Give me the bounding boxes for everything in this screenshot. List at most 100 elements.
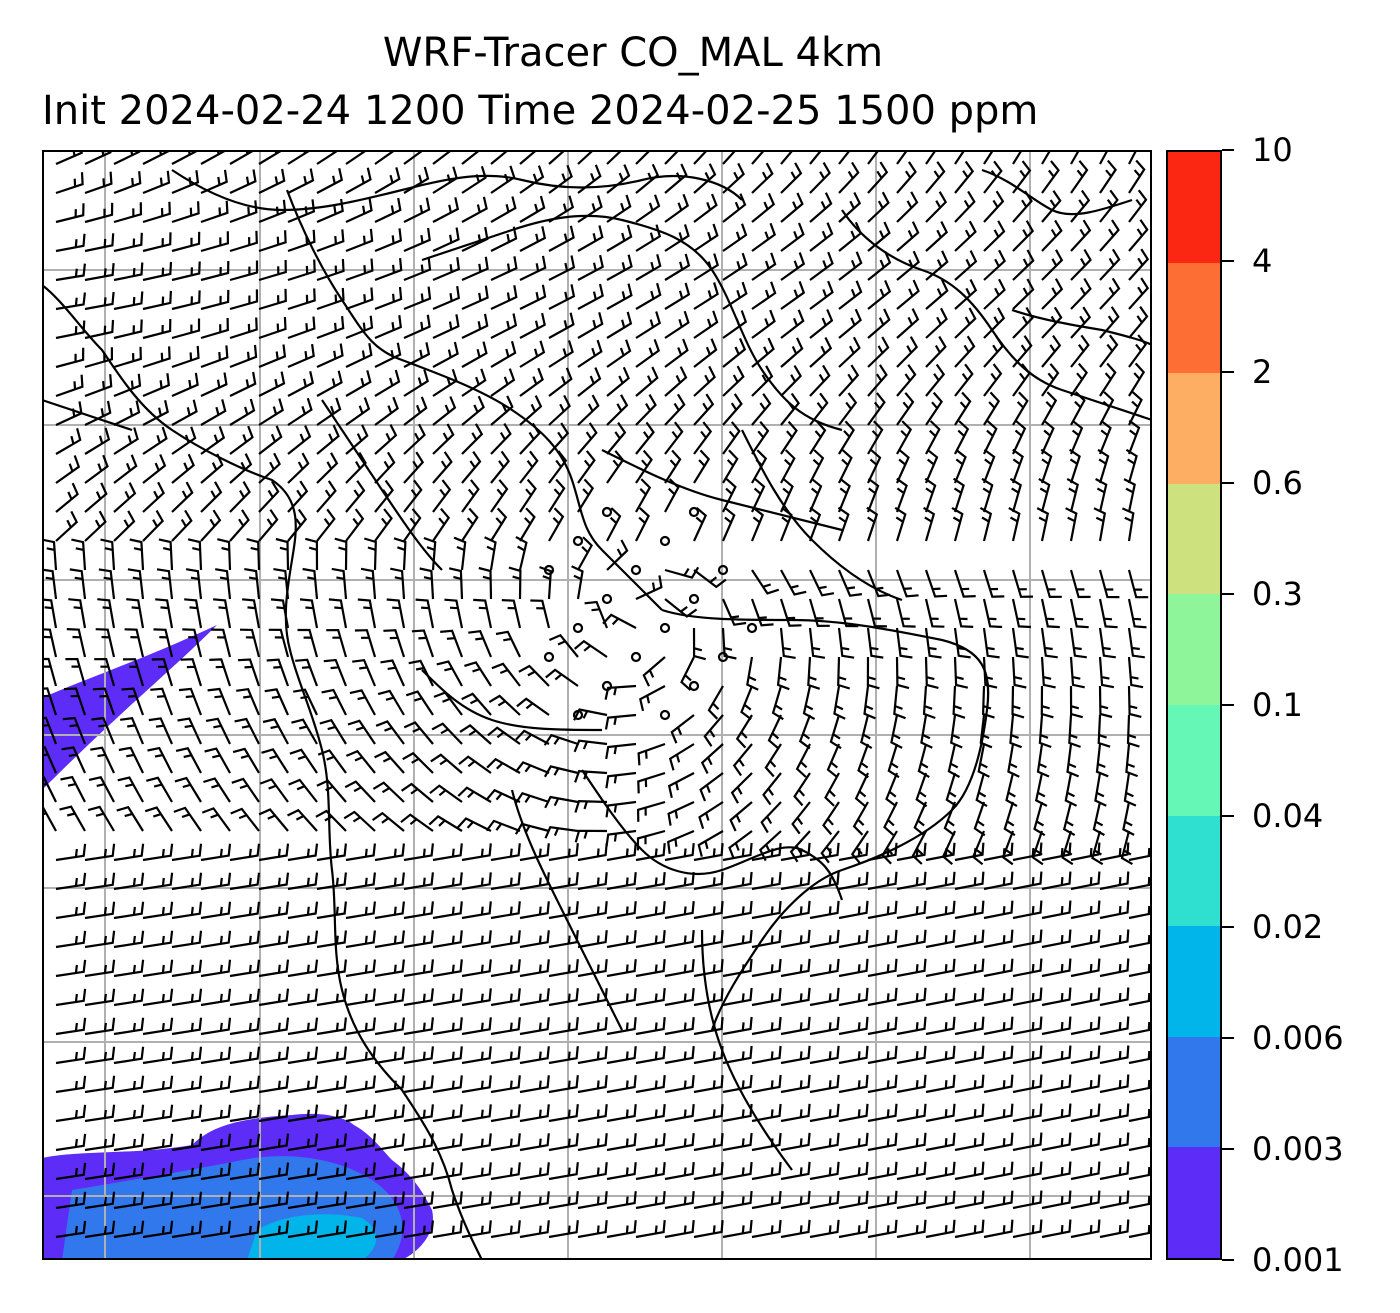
- wind-barb: [1128, 150, 1138, 165]
- wind-barb: [490, 843, 521, 862]
- wind-barb: [982, 627, 1000, 659]
- wind-barb: [229, 260, 259, 282]
- wind-barb: [142, 261, 173, 282]
- wind-barb: [229, 843, 261, 862]
- wind-barb: [1099, 1132, 1130, 1152]
- wind-barb: [867, 336, 890, 368]
- wind-barb: [1012, 363, 1031, 397]
- wind-barb: [431, 722, 463, 745]
- wind-barb: [97, 598, 116, 629]
- wind-barb: [1128, 1166, 1152, 1181]
- wind-barb: [664, 566, 700, 579]
- wind-barb: [833, 685, 846, 720]
- wind-barb: [664, 598, 698, 618]
- wind-barb: [636, 800, 666, 822]
- wind-barb: [432, 1220, 463, 1239]
- wind-barb: [1070, 1219, 1101, 1239]
- wind-barb: [548, 901, 579, 920]
- wind-barb: [403, 1133, 434, 1152]
- wind-barb: [287, 1075, 319, 1094]
- wind-barb: [490, 285, 518, 310]
- wind-barb: [925, 391, 943, 426]
- wind-barb: [1098, 656, 1115, 689]
- wind-barb: [519, 195, 546, 223]
- wind-barb: [262, 718, 289, 745]
- wind-barb: [1097, 714, 1111, 748]
- wind-barb: [548, 1075, 579, 1094]
- wind-barb: [838, 251, 863, 281]
- wind-barb: [270, 598, 290, 629]
- wind-barb: [402, 751, 434, 774]
- wind-barb: [829, 714, 842, 750]
- colorbar-segment: [1168, 705, 1220, 816]
- wind-barb: [751, 569, 780, 595]
- calm-wind-marker: [659, 709, 671, 721]
- wind-barb: [838, 336, 861, 368]
- wind-barb: [142, 454, 167, 484]
- wind-barb: [171, 509, 193, 542]
- wind-barb: [1069, 598, 1089, 629]
- wind-barb: [345, 843, 376, 862]
- wind-barb: [635, 842, 666, 862]
- wind-barb: [486, 757, 521, 774]
- calm-wind-marker: [688, 680, 700, 692]
- wind-barb: [120, 716, 145, 745]
- wind-barb: [1012, 958, 1043, 978]
- calm-wind-marker: [746, 622, 758, 634]
- wind-barb: [780, 1103, 811, 1123]
- wind-barb: [1099, 159, 1117, 194]
- wind-barb: [178, 687, 203, 716]
- wind-barb: [693, 959, 724, 978]
- wind-barb: [1012, 871, 1043, 891]
- wind-barb: [171, 231, 201, 253]
- wind-barb: [1070, 248, 1092, 281]
- wind-barb: [895, 656, 910, 690]
- wind-barb: [809, 309, 834, 339]
- wind-barb: [1064, 772, 1078, 807]
- wind-barb: [55, 292, 86, 311]
- wind-barb: [461, 150, 482, 165]
- wind-barb: [515, 536, 528, 571]
- wind-barb: [490, 872, 521, 891]
- wind-barb: [113, 1220, 145, 1239]
- wind-barb: [1099, 1190, 1130, 1210]
- colorbar-segment: [1168, 262, 1220, 374]
- wind-barb: [122, 658, 145, 687]
- wind-barb: [857, 743, 870, 779]
- wind-barb: [461, 256, 489, 282]
- wind-barb: [1070, 277, 1092, 310]
- wind-barb: [867, 929, 898, 949]
- wind-barb: [809, 1132, 840, 1152]
- wind-barb: [1011, 569, 1034, 598]
- wind-barb: [983, 150, 995, 165]
- wind-barb: [200, 1133, 232, 1152]
- wind-barb: [1070, 871, 1101, 891]
- wind-barb: [55, 930, 87, 949]
- wind-barb: [635, 1016, 666, 1036]
- wind-barb: [867, 221, 891, 252]
- wind-barb: [896, 871, 927, 891]
- wind-barb: [113, 291, 144, 311]
- wind-barb: [1009, 477, 1022, 513]
- wind-barb: [187, 538, 203, 571]
- wind-barb: [432, 285, 461, 311]
- wind-barb: [345, 508, 365, 542]
- wind-barb: [113, 959, 145, 978]
- wind-barb: [287, 901, 319, 920]
- wind-barb: [983, 929, 1014, 949]
- wind-barb: [229, 1075, 261, 1094]
- wind-barb: [380, 659, 406, 687]
- wind-barb: [84, 263, 115, 282]
- wind-barb: [229, 200, 258, 224]
- wind-barb: [171, 930, 203, 949]
- wind-barb: [809, 1161, 840, 1181]
- wind-barb: [925, 900, 956, 920]
- wind-barb: [703, 714, 724, 747]
- wind-barb: [1128, 847, 1152, 862]
- wind-barb: [287, 452, 310, 484]
- wind-barb: [577, 1104, 608, 1123]
- wind-barb: [144, 806, 173, 832]
- wind-barb: [1099, 306, 1120, 339]
- wind-barb: [543, 733, 579, 746]
- wind-barb: [519, 872, 550, 891]
